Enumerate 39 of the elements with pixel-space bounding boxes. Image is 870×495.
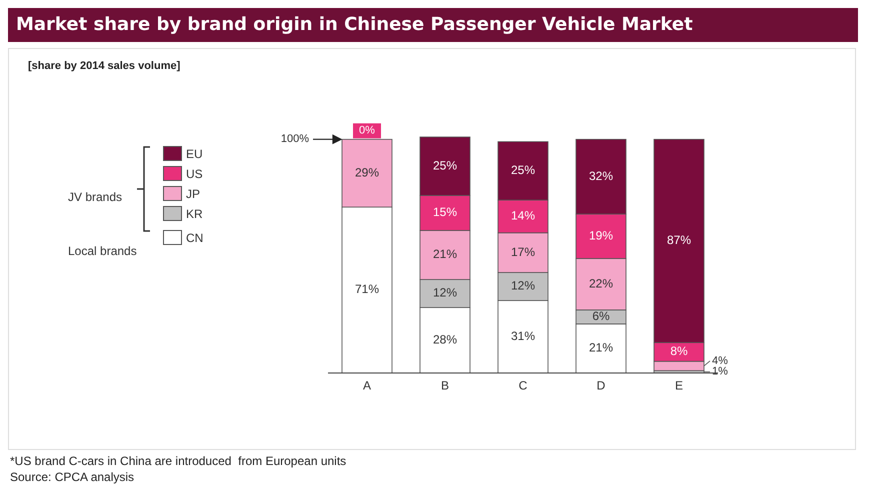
x-tick-label: B bbox=[440, 378, 450, 393]
text: [share by 2014 sales volume] bbox=[28, 60, 180, 72]
text: Local brands bbox=[68, 244, 137, 258]
data-label: 21% bbox=[432, 247, 458, 262]
data-label: 29% bbox=[354, 165, 380, 180]
text: JV brands bbox=[68, 190, 122, 204]
source-note: Source: CPCA analysis bbox=[10, 470, 134, 484]
data-label: 32% bbox=[588, 168, 614, 183]
chart-title: Market share by brand origin in Chinese Passenger Vehicle Market bbox=[16, 14, 693, 35]
x-tick-label: A bbox=[362, 378, 372, 393]
data-label: 15% bbox=[432, 205, 458, 220]
text: 100% bbox=[280, 133, 310, 146]
data-label: 22% bbox=[588, 276, 614, 290]
legend-label: US bbox=[186, 166, 203, 180]
x-tick-label: D bbox=[596, 378, 606, 393]
x-tick-label: E bbox=[674, 378, 684, 393]
data-label: 21% bbox=[588, 340, 614, 355]
data-label: 28% bbox=[432, 332, 458, 346]
data-label: 1% bbox=[712, 366, 728, 378]
legend-label: EU bbox=[186, 146, 203, 160]
data-label: 6% bbox=[592, 309, 610, 324]
data-label: 87% bbox=[666, 233, 692, 248]
legend-label: JP bbox=[186, 186, 200, 200]
legend-label: CN bbox=[186, 230, 204, 244]
data-label: 14% bbox=[510, 208, 536, 223]
data-label: 12% bbox=[510, 278, 536, 293]
x-tick-label: C bbox=[518, 378, 528, 393]
data-label: 12% bbox=[432, 286, 458, 300]
data-label: 19% bbox=[588, 228, 614, 242]
data-label: 25% bbox=[432, 158, 458, 172]
data-label: 0% bbox=[359, 124, 376, 137]
data-label: 17% bbox=[510, 244, 536, 259]
data-label: 71% bbox=[354, 282, 380, 296]
data-label: 25% bbox=[510, 163, 536, 178]
data-label: 8% bbox=[670, 344, 688, 358]
data-label: 4% bbox=[712, 354, 728, 367]
legend-label: KR bbox=[186, 206, 203, 220]
data-label: 31% bbox=[510, 328, 536, 343]
text: *US brand C-cars in China are introduced from European units bbox=[10, 454, 346, 468]
